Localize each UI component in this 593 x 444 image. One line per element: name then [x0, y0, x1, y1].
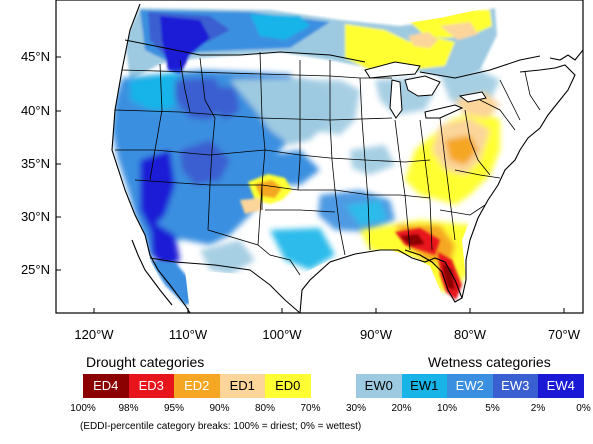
- longitude-label: 110°W: [168, 327, 208, 342]
- legend-tick-label: 2%: [530, 403, 546, 414]
- latitude-label: 35°N: [20, 156, 50, 171]
- legend-tick-label: 90%: [209, 403, 230, 414]
- map-frame: [55, 0, 584, 314]
- longitude-label: 90°W: [360, 327, 392, 342]
- legend-tick-label: 100%: [70, 403, 96, 414]
- axis-ticks: [56, 56, 565, 313]
- legend-tick-label: 10%: [436, 403, 457, 414]
- legend-category-ew3: EW3: [492, 374, 538, 398]
- legend-tick-label: 95%: [163, 403, 184, 414]
- longitude-label: 80°W: [454, 327, 486, 342]
- legend-category-ew4: EW4: [538, 374, 584, 398]
- legend-category-ed1: ED1: [219, 374, 265, 398]
- legend-category-ed4: ED4: [83, 374, 129, 398]
- latitude-label: 25°N: [20, 262, 50, 277]
- legend-category-ed2: ED2: [174, 374, 220, 398]
- pacific-ocean: [56, 0, 185, 313]
- legend-category-ed0: ED0: [265, 374, 311, 398]
- legend-tick-label: 20%: [391, 403, 412, 414]
- canada-boundary: [124, 39, 541, 79]
- state-boundaries: [114, 51, 541, 276]
- longitude-label: 120°W: [74, 327, 114, 342]
- wetness-categories-heading: Wetness categories: [428, 354, 551, 370]
- legend-tick-label: 5%: [485, 403, 500, 414]
- latitude-label: 30°N: [20, 209, 50, 224]
- legend-tick-label: 70%: [300, 403, 321, 414]
- legend-category-neutral: [310, 374, 356, 398]
- legend-category-ew0: EW0: [356, 374, 402, 398]
- mexico-boundary: [149, 257, 301, 313]
- florida-dry-region: [395, 228, 462, 300]
- legend-tick-label: 98%: [118, 403, 139, 414]
- latitude-label: 40°N: [20, 103, 50, 118]
- legend-tick-label: 30%: [345, 403, 366, 414]
- legend-category-ew1: EW1: [401, 374, 447, 398]
- category-breaks-note: (EDDI-percentile category breaks: 100% =…: [80, 421, 362, 432]
- atlantic-ocean: [462, 60, 583, 313]
- longitude-label: 100°W: [262, 327, 302, 342]
- legend-tick-label: 0%: [576, 403, 591, 414]
- gulf-of-mexico: [300, 250, 450, 313]
- longitude-label: 70°W: [548, 327, 580, 342]
- legend-category-ew2: EW2: [447, 374, 493, 398]
- latitude-label: 45°N: [20, 49, 50, 64]
- legend-category-ed3: ED3: [128, 374, 174, 398]
- legend-tick-label: 80%: [254, 403, 275, 414]
- drought-categories-heading: Drought categories: [86, 354, 205, 370]
- north-mask: [56, 0, 583, 24]
- mexico-mask: [185, 270, 300, 313]
- great-lakes: [364, 61, 487, 119]
